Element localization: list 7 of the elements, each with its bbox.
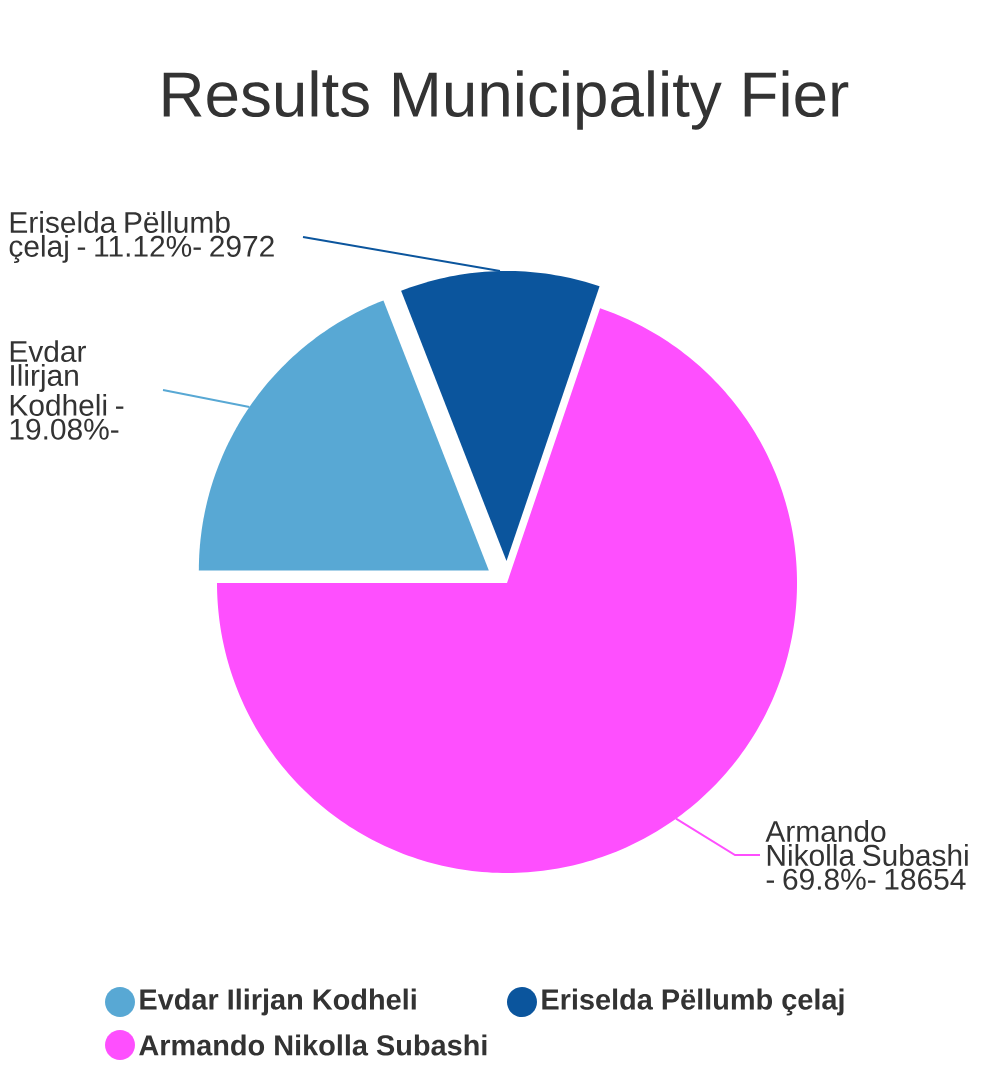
text: Eriselda Pëllumb çelaj - 11.12%- 2972: [9, 211, 274, 263]
chart-title: Results Municipality Fier: [163, 70, 849, 130]
text: Armando Nikolla Subashi - 69.8%- 18654: [765, 820, 968, 890]
text: Evdar Ilirjan Kodheli - 19.08%-: [10, 340, 124, 440]
legend-label: Eriselda Pëllumb çelaj: [542, 988, 844, 1016]
legend-label: Armando Nikolla Subashi: [139, 1034, 487, 1056]
legend-label: Evdar Ilirjan Kodheli: [140, 988, 416, 1016]
